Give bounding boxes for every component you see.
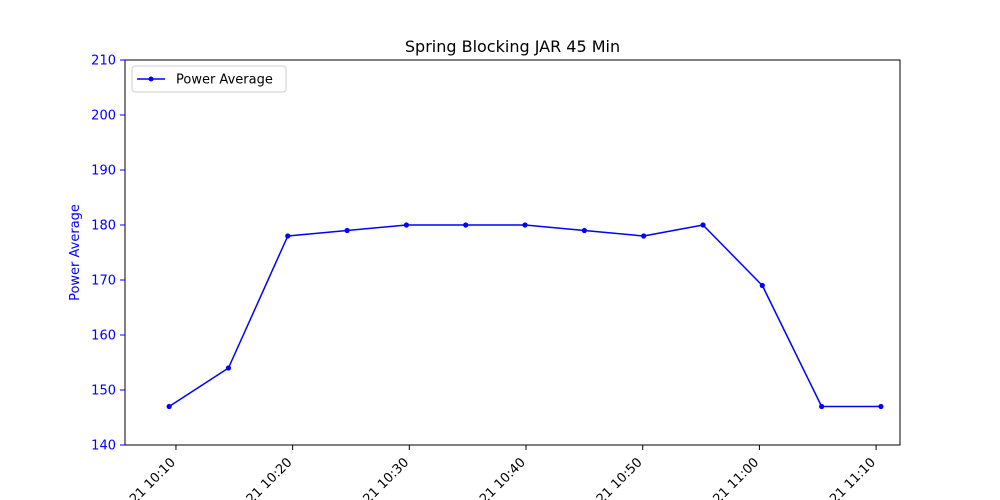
data-point	[819, 403, 825, 410]
y-tick-label: 140	[91, 439, 116, 454]
x-tick-label: 21 10:20	[244, 455, 296, 500]
data-point	[878, 403, 884, 410]
legend: Power Average	[131, 65, 287, 93]
data-point	[700, 222, 706, 228]
y-tick-label: 170	[91, 274, 116, 289]
legend-series-label: Power Average	[176, 73, 273, 88]
chart-title: Spring Blocking JAR 45 Min	[405, 37, 620, 56]
x-tick-label: 21 11:10	[827, 455, 879, 500]
data-point	[166, 403, 172, 410]
y-tick-label: 210	[91, 54, 116, 69]
data-point	[463, 222, 469, 228]
data-point	[403, 222, 410, 228]
y-tick-label: 190	[91, 164, 116, 179]
x-tick-label: 21 10:10	[127, 455, 179, 500]
y-tick-label: 160	[91, 329, 116, 344]
x-tick-label: 21 10:40	[477, 455, 529, 500]
plot-frame	[124, 59, 901, 446]
data-point	[344, 227, 350, 234]
data-point	[522, 222, 528, 228]
data-point	[225, 365, 232, 371]
legend-box	[131, 65, 287, 93]
y-axis-label: Power Average	[68, 204, 83, 301]
data-point	[641, 233, 647, 239]
y-tick-label: 150	[91, 384, 116, 399]
data-point	[285, 233, 291, 239]
x-tick-label: 21 10:50	[594, 455, 646, 500]
data-point	[759, 282, 765, 289]
series-line-power-average	[168, 224, 881, 408]
legend-series-marker	[148, 76, 154, 82]
y-tick-label: 180	[91, 219, 116, 234]
data-point	[581, 227, 587, 234]
x-tick-label: 21 10:30	[360, 455, 412, 500]
plot-area: 140 150 160 170 180 190 200 210 21 10:10 21 10:20…	[91, 54, 901, 500]
x-tick-label: 21 11:00	[711, 455, 763, 500]
y-tick-label: 200	[91, 109, 116, 124]
